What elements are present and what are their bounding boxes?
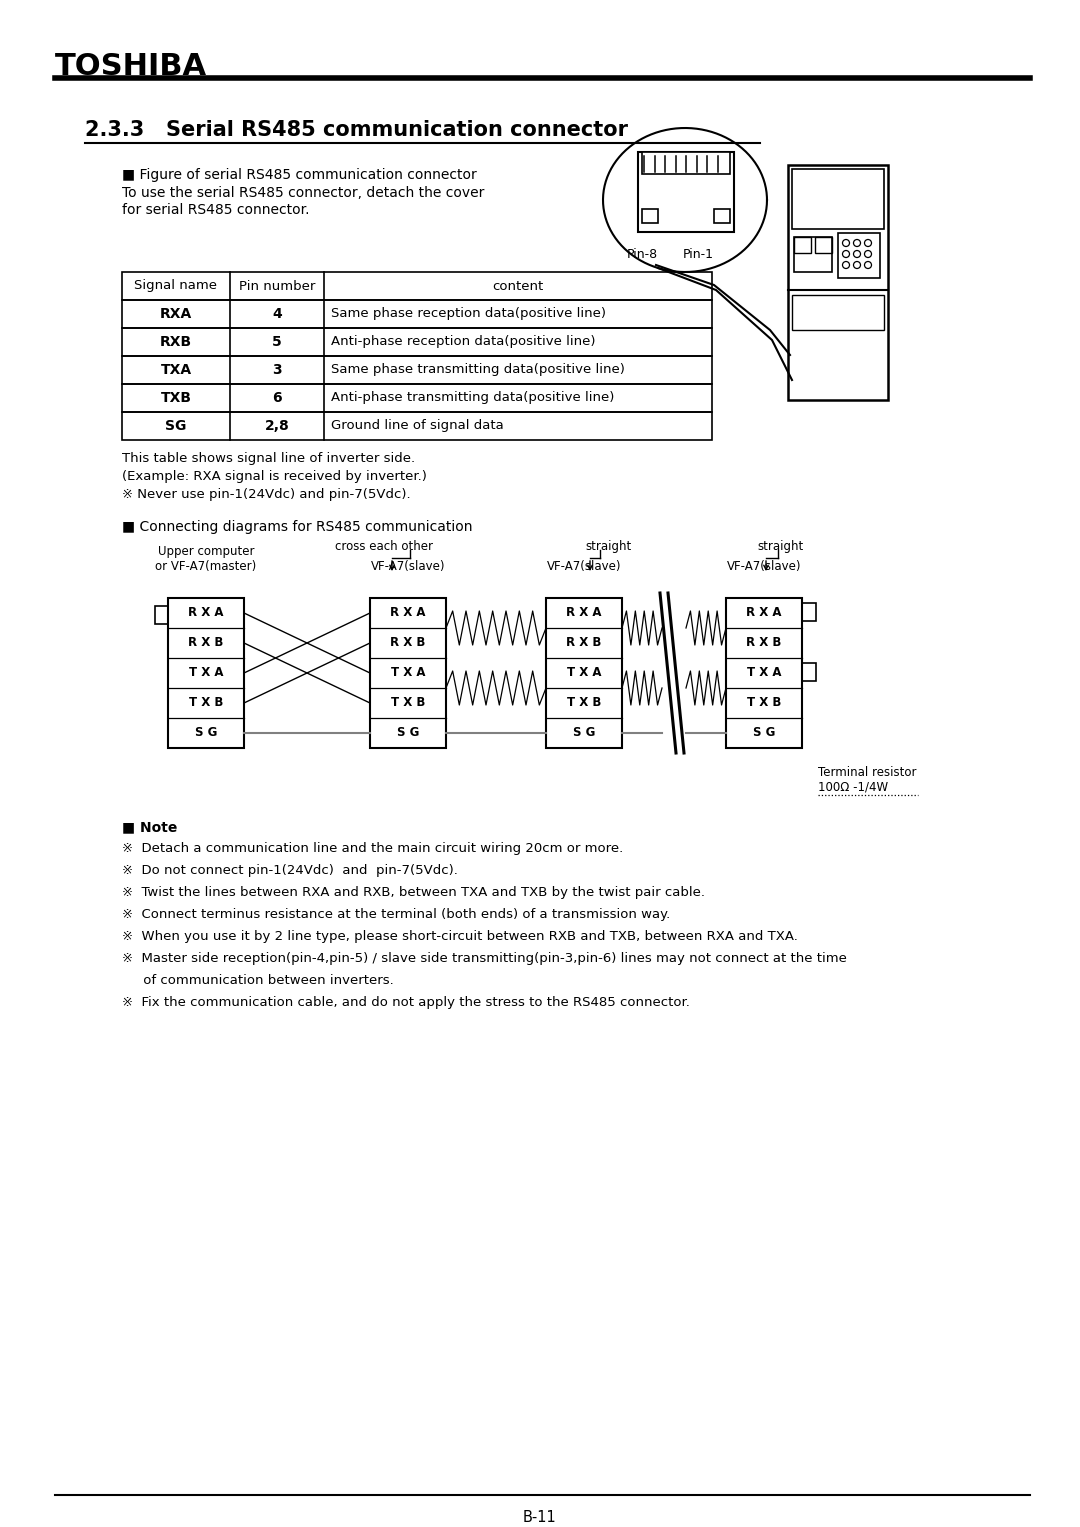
Bar (168, 599, 244, 748)
Text: cross each other: cross each other (335, 541, 433, 553)
Text: T X B: T X B (746, 696, 781, 710)
Text: T X B: T X B (391, 696, 426, 710)
Text: Signal name: Signal name (135, 279, 217, 293)
Text: This table shows signal line of inverter side.: This table shows signal line of inverter… (122, 452, 415, 466)
Bar (714, 209, 730, 223)
Text: S G: S G (572, 727, 595, 739)
Text: Terminal resistor: Terminal resistor (818, 767, 917, 779)
Text: ※ Never use pin-1(24Vdc) and pin-7(5Vdc).: ※ Never use pin-1(24Vdc) and pin-7(5Vdc)… (122, 489, 410, 501)
Text: Ground line of signal data: Ground line of signal data (330, 420, 503, 432)
Bar (370, 599, 446, 748)
Bar (726, 599, 802, 748)
Text: B-11: B-11 (523, 1510, 557, 1525)
Bar (122, 272, 712, 299)
Text: T X B: T X B (189, 696, 224, 710)
Text: Same phase reception data(positive line): Same phase reception data(positive line) (330, 307, 606, 321)
Text: for serial RS485 connector.: for serial RS485 connector. (122, 203, 310, 217)
Text: T X A: T X A (746, 666, 781, 680)
Text: ※  Connect terminus resistance at the terminal (both ends) of a transmission way: ※ Connect terminus resistance at the ter… (122, 909, 671, 921)
Text: VF-A7(slave): VF-A7(slave) (370, 560, 445, 573)
Bar (642, 153, 730, 174)
Text: 100Ω -1/4W: 100Ω -1/4W (818, 780, 888, 794)
Bar (802, 663, 816, 681)
Text: RXA: RXA (160, 307, 192, 321)
Bar (122, 356, 712, 383)
Text: ※  Fix the communication cable, and do not apply the stress to the RS485 connect: ※ Fix the communication cable, and do no… (122, 996, 690, 1009)
Text: content: content (492, 279, 543, 293)
Text: RXB: RXB (160, 334, 192, 350)
Text: 6: 6 (272, 391, 282, 405)
Text: Same phase transmitting data(positive line): Same phase transmitting data(positive li… (330, 363, 625, 377)
Bar (802, 603, 816, 621)
Text: TXA: TXA (161, 363, 191, 377)
Text: 3: 3 (272, 363, 282, 377)
Bar (122, 328, 712, 356)
Text: 2.3.3   Serial RS485 communication connector: 2.3.3 Serial RS485 communication connect… (85, 121, 627, 140)
Text: S G: S G (753, 727, 775, 739)
Text: Pin-8: Pin-8 (627, 247, 658, 261)
Text: SG: SG (165, 418, 187, 434)
Text: R X A: R X A (188, 606, 224, 620)
Text: (Example: RXA signal is received by inverter.): (Example: RXA signal is received by inve… (122, 470, 427, 483)
Text: ※  Do not connect pin-1(24Vdc)  and  pin-7(5Vdc).: ※ Do not connect pin-1(24Vdc) and pin-7(… (122, 864, 458, 876)
Text: R X A: R X A (566, 606, 602, 620)
Text: ■ Connecting diagrams for RS485 communication: ■ Connecting diagrams for RS485 communic… (122, 521, 473, 534)
Text: R X B: R X B (390, 637, 426, 649)
Text: of communication between inverters.: of communication between inverters. (122, 974, 394, 986)
Text: 4: 4 (272, 307, 282, 321)
Text: VF-A7(slave): VF-A7(slave) (727, 560, 801, 573)
Text: To use the serial RS485 connector, detach the cover: To use the serial RS485 connector, detac… (122, 186, 484, 200)
Text: TXB: TXB (161, 391, 191, 405)
Text: T X A: T X A (567, 666, 602, 680)
Text: ■ Figure of serial RS485 communication connector: ■ Figure of serial RS485 communication c… (122, 168, 476, 182)
Text: ※  Twist the lines between RXA and RXB, between TXA and TXB by the twist pair ca: ※ Twist the lines between RXA and RXB, b… (122, 886, 705, 899)
Text: Upper computer
or VF-A7(master): Upper computer or VF-A7(master) (156, 545, 257, 573)
Text: ※  When you use it by 2 line type, please short-circuit between RXB and TXB, bet: ※ When you use it by 2 line type, please… (122, 930, 798, 944)
Text: straight: straight (585, 541, 631, 553)
Text: Pin number: Pin number (239, 279, 315, 293)
Text: TOSHIBA: TOSHIBA (55, 52, 207, 81)
Bar (122, 383, 712, 412)
Bar (815, 237, 832, 253)
Text: R X B: R X B (746, 637, 782, 649)
Bar (642, 209, 658, 223)
Bar (122, 299, 712, 328)
Text: Pin-1: Pin-1 (683, 247, 714, 261)
Text: Anti-phase transmitting data(positive line): Anti-phase transmitting data(positive li… (330, 391, 615, 405)
Text: ※  Master side reception(pin-4,pin-5) / slave side transmitting(pin-3,pin-6) lin: ※ Master side reception(pin-4,pin-5) / s… (122, 951, 847, 965)
Text: VF-A7(slave): VF-A7(slave) (546, 560, 621, 573)
Text: S G: S G (194, 727, 217, 739)
Text: R X A: R X A (390, 606, 426, 620)
Bar (838, 234, 880, 278)
Bar (638, 153, 734, 232)
Text: R X A: R X A (746, 606, 782, 620)
Text: 5: 5 (272, 334, 282, 350)
Text: 2,8: 2,8 (265, 418, 289, 434)
Bar (156, 606, 168, 625)
Text: ※  Detach a communication line and the main circuit wiring 20cm or more.: ※ Detach a communication line and the ma… (122, 841, 623, 855)
Text: Anti-phase reception data(positive line): Anti-phase reception data(positive line) (330, 336, 595, 348)
Bar (788, 165, 888, 400)
Text: S G: S G (396, 727, 419, 739)
Bar (122, 412, 712, 440)
Text: R X B: R X B (188, 637, 224, 649)
Bar (794, 237, 811, 253)
Text: ■ Note: ■ Note (122, 820, 177, 834)
Text: T X A: T X A (391, 666, 426, 680)
Text: straight: straight (757, 541, 804, 553)
Text: T X B: T X B (567, 696, 602, 710)
Text: R X B: R X B (566, 637, 602, 649)
Bar (794, 237, 832, 272)
Text: T X A: T X A (189, 666, 224, 680)
Bar (546, 599, 622, 748)
Bar (792, 169, 885, 229)
Bar (792, 295, 885, 330)
